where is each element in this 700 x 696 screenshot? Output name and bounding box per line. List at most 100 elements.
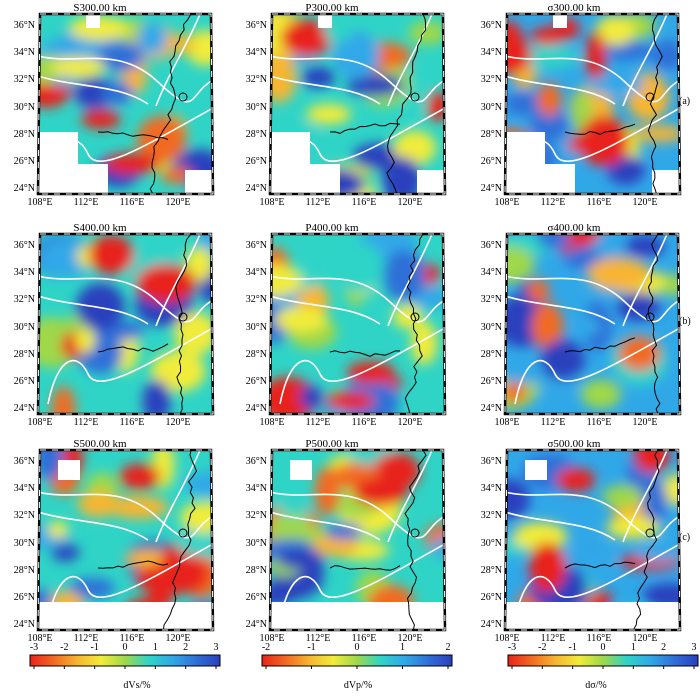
river <box>97 560 169 569</box>
anomaly-blob <box>408 20 445 45</box>
anomaly-blob <box>537 82 562 117</box>
latitude-label: 30°N <box>13 101 35 113</box>
latitude-label: 26°N <box>245 592 267 603</box>
latitude-label: 34°N <box>13 267 35 279</box>
anomaly-blob <box>137 115 187 164</box>
anomaly-blob <box>118 463 161 490</box>
no-data-mask <box>185 170 213 194</box>
boundary-line <box>270 275 445 323</box>
latitude-label: 24°N <box>13 403 35 415</box>
anomaly-blob <box>505 478 531 520</box>
river <box>97 131 169 140</box>
anomaly-blob <box>325 391 375 411</box>
colorbar-tick-label: -3 <box>507 642 517 653</box>
latitude-label: 26°N <box>13 376 35 387</box>
latitude-label: 26°N <box>245 376 267 387</box>
longitude-label: 116°E <box>586 197 612 208</box>
latitude-label: 36°N <box>13 240 35 251</box>
anomaly-blob <box>383 249 426 302</box>
map-panel <box>503 232 682 416</box>
longitude-label: 120°E <box>165 197 191 208</box>
anomaly-blob <box>600 40 653 61</box>
latitude-label: 30°N <box>245 537 267 549</box>
latitude-label: 24°N <box>480 403 502 415</box>
anomaly-blob <box>602 484 643 509</box>
latitude-label: 36°N <box>245 456 267 467</box>
latitude-label: 26°N <box>480 376 502 387</box>
boundary-line <box>505 491 680 539</box>
boundary-line <box>47 327 213 405</box>
colorbar-tick-label: 1 <box>400 642 405 653</box>
anomaly-blob <box>186 30 213 66</box>
map-panel <box>36 12 215 196</box>
latitude-label: 24°N <box>480 183 502 195</box>
anomaly-blob <box>634 125 680 143</box>
anomaly-blob <box>299 385 323 410</box>
boundary-line <box>622 14 668 107</box>
anomaly-blob <box>184 471 213 497</box>
longitude-label: 108°E <box>27 633 53 644</box>
latitude-label: 28°N <box>13 128 35 140</box>
river <box>97 343 169 353</box>
anomaly-blob <box>592 235 625 258</box>
map-frame-ticks <box>37 449 214 631</box>
row-label-a: (a) <box>679 96 691 107</box>
colorbar-tick-label: 1 <box>152 642 158 653</box>
no-data-mask <box>545 164 575 194</box>
anomaly-blob <box>81 109 121 130</box>
map-panel <box>268 448 447 632</box>
latitude-label: 24°N <box>13 619 35 631</box>
lake <box>645 92 655 102</box>
latitude-label: 36°N <box>13 456 35 467</box>
boundary-line <box>155 450 201 543</box>
boundary-line <box>270 491 445 539</box>
boundary-line <box>279 327 445 405</box>
boundary-line <box>270 511 381 541</box>
no-data-mask <box>58 460 80 480</box>
boundary-line <box>387 14 433 107</box>
latitude-label: 28°N <box>480 564 502 576</box>
anomaly-blob <box>75 282 125 331</box>
panel-title-sigma400: σ400.00 km <box>547 222 601 234</box>
longitude-label: 112°E <box>540 197 566 208</box>
anomaly-blob <box>505 362 552 384</box>
no-data-mask <box>86 14 100 28</box>
row-label-c: (c) <box>679 532 691 543</box>
longitude-label: 120°E <box>165 417 191 428</box>
coastline <box>163 450 198 630</box>
longitude-label: 120°E <box>632 417 658 428</box>
latitude-label: 30°N <box>480 537 502 549</box>
anomaly-blob <box>77 490 119 518</box>
latitude-label: 28°N <box>245 348 267 360</box>
boundary-line <box>622 450 668 543</box>
latitude-label: 36°N <box>480 456 502 467</box>
anomaly-blob <box>662 274 680 297</box>
map-frame-ticks <box>269 13 446 195</box>
anomaly-blob <box>505 91 543 116</box>
boundary-line <box>38 295 149 325</box>
anomaly-blob <box>528 542 566 593</box>
river <box>329 565 401 571</box>
colorbar-tick-label: 0 <box>354 642 360 653</box>
anomaly-blob <box>595 15 636 46</box>
longitude-label: 108°E <box>494 633 520 644</box>
longitude-label: 120°E <box>397 197 423 208</box>
longitude-label: 108°E <box>494 197 520 208</box>
coastline <box>632 450 660 630</box>
longitude-label: 116°E <box>119 633 145 644</box>
anomaly-blob <box>505 35 532 74</box>
colorbar <box>507 654 699 667</box>
anomaly-blob <box>172 34 195 54</box>
no-data-mask <box>553 14 567 28</box>
longitude-label: 116°E <box>351 197 377 208</box>
latitude-label: 28°N <box>480 348 502 360</box>
colorbar-title-dvs: dVs/% <box>123 680 151 691</box>
panel-title-p400: P400.00 km <box>305 222 359 234</box>
river <box>329 122 401 134</box>
latitude-label: 32°N <box>245 294 267 306</box>
colorbar-tick-label: -2 <box>261 642 271 653</box>
longitude-label: 112°E <box>73 417 99 428</box>
latitude-label: 28°N <box>245 564 267 576</box>
longitude-label: 112°E <box>73 197 99 208</box>
latitude-label: 24°N <box>245 183 267 195</box>
